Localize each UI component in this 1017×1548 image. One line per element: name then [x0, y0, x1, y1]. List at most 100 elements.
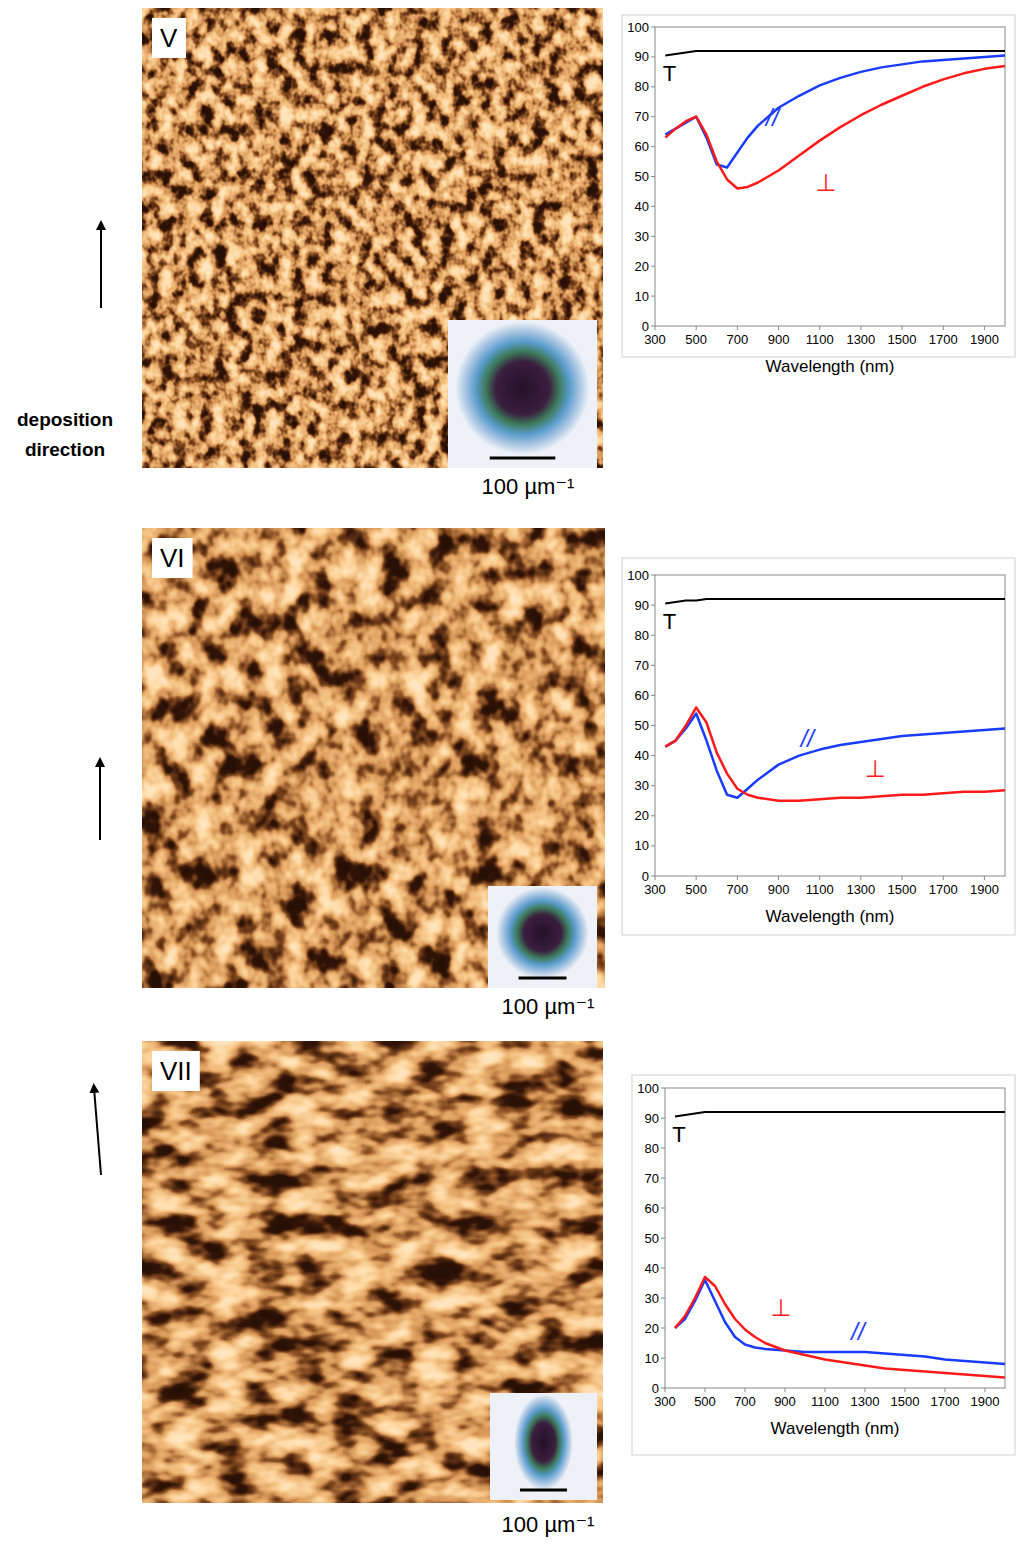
y-tick — [651, 876, 655, 877]
x-tick-label: 500 — [685, 882, 707, 897]
y-tick — [651, 206, 655, 207]
scale-bar — [520, 1489, 567, 1492]
series-line — [675, 1277, 1005, 1378]
x-tick-label: 1900 — [970, 882, 999, 897]
y-tick — [661, 1388, 665, 1389]
chart-frame — [622, 558, 1015, 935]
fft-spot — [455, 321, 589, 454]
y-tick-label: 70 — [635, 109, 649, 124]
y-tick-label: 40 — [635, 748, 649, 763]
y-tick-label: 80 — [645, 1141, 659, 1156]
y-tick — [661, 1208, 665, 1209]
series-label: ⊥ — [815, 169, 836, 196]
x-tick — [860, 876, 861, 880]
y-tick-label: 50 — [635, 718, 649, 733]
y-tick-label: 20 — [635, 259, 649, 274]
series-label: T — [663, 609, 676, 634]
label-box — [152, 18, 186, 58]
x-tick — [696, 326, 697, 330]
x-tick — [737, 876, 738, 880]
x-tick — [785, 1388, 786, 1392]
x-tick-label: 1300 — [851, 1394, 880, 1409]
y-tick-label: 40 — [635, 199, 649, 214]
y-tick — [651, 326, 655, 327]
y-tick — [651, 785, 655, 786]
x-tick-label: 700 — [727, 332, 749, 347]
series-line — [665, 599, 1005, 604]
series-label: // — [799, 725, 817, 752]
y-tick-label: 10 — [635, 838, 649, 853]
x-tick-label: 1500 — [888, 332, 917, 347]
y-tick-label: 60 — [645, 1201, 659, 1216]
y-tick — [651, 236, 655, 237]
y-tick — [651, 605, 655, 606]
chart-frame — [622, 15, 1015, 357]
x-tick-label: 1900 — [970, 332, 999, 347]
y-tick-label: 20 — [635, 808, 649, 823]
x-tick-label: 1100 — [806, 882, 834, 897]
y-tick — [651, 56, 655, 57]
panel-label: V — [160, 23, 178, 53]
x-tick — [705, 1388, 706, 1392]
x-tick-label: 900 — [768, 332, 790, 347]
x-tick-label: 300 — [644, 332, 666, 347]
y-tick-label: 60 — [635, 139, 649, 154]
y-tick — [651, 845, 655, 846]
afm-panel: VI100 µm⁻¹ — [100, 528, 605, 1019]
x-tick — [655, 326, 656, 330]
chart: 0102030405060708090100300500700900110013… — [622, 15, 1015, 376]
fft-inset — [490, 1393, 597, 1500]
x-tick — [905, 1388, 906, 1392]
panel-label: VII — [160, 1056, 192, 1086]
x-tick — [778, 876, 779, 880]
y-tick — [651, 27, 655, 28]
afm-panel: V100 µm⁻¹ — [101, 8, 603, 499]
x-tick-label: 1500 — [888, 882, 917, 897]
series-line — [665, 55, 1005, 167]
y-tick — [651, 176, 655, 177]
y-tick — [651, 146, 655, 147]
y-tick — [651, 86, 655, 87]
afm-panel: VII100 µm⁻¹ — [94, 1041, 603, 1537]
y-tick-label: 60 — [635, 688, 649, 703]
x-tick-label: 300 — [644, 882, 666, 897]
x-tick-label: 1500 — [891, 1394, 920, 1409]
y-tick-label: 90 — [645, 1111, 659, 1126]
y-tick — [651, 116, 655, 117]
y-tick-label: 100 — [637, 1081, 659, 1096]
y-tick-label: 80 — [635, 79, 649, 94]
y-tick-label: 70 — [635, 658, 649, 673]
series-line — [665, 713, 1005, 797]
y-tick-label: 30 — [645, 1291, 659, 1306]
x-tick — [696, 876, 697, 880]
y-tick-label: 100 — [627, 568, 649, 583]
series-label: T — [663, 61, 676, 86]
y-tick — [661, 1088, 665, 1089]
y-tick — [651, 266, 655, 267]
y-tick-label: 20 — [645, 1321, 659, 1336]
x-tick-label: 1700 — [929, 332, 958, 347]
direction-arrow — [100, 225, 102, 308]
afm-image — [142, 8, 603, 468]
y-tick-label: 50 — [645, 1231, 659, 1246]
scale-bar — [519, 977, 567, 980]
y-tick — [661, 1298, 665, 1299]
fft-inset — [488, 886, 597, 988]
y-tick — [661, 1268, 665, 1269]
x-tick-label: 300 — [654, 1394, 676, 1409]
x-tick-label: 900 — [774, 1394, 796, 1409]
x-tick — [984, 326, 985, 330]
series-label: T — [672, 1122, 685, 1147]
y-tick — [651, 695, 655, 696]
chart-frame — [632, 1075, 1015, 1455]
y-tick-label: 50 — [635, 169, 649, 184]
x-tick — [945, 1388, 946, 1392]
y-tick — [651, 296, 655, 297]
arrow-label-line: deposition — [17, 409, 113, 430]
direction-arrow — [94, 1088, 101, 1175]
label-box — [152, 1051, 200, 1091]
series-label: // — [849, 1318, 867, 1345]
x-tick-label: 500 — [694, 1394, 716, 1409]
x-tick-label: 1300 — [846, 882, 875, 897]
figure: V100 µm⁻¹0102030405060708090100300500700… — [0, 0, 1017, 1548]
